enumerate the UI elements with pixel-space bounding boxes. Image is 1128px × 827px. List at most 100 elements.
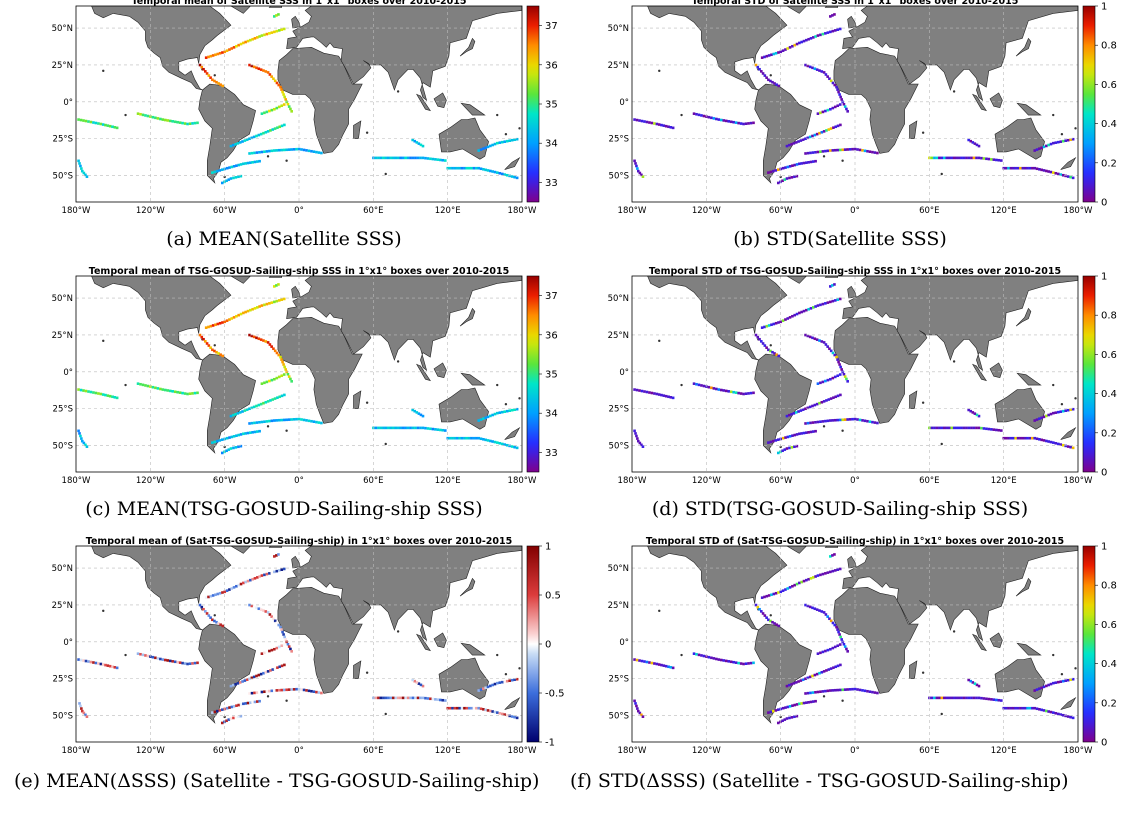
track-box bbox=[161, 388, 165, 391]
lat-tick-label: 50°S bbox=[609, 711, 629, 721]
track-box bbox=[168, 389, 172, 393]
track-box bbox=[257, 67, 261, 71]
track-box bbox=[505, 713, 509, 717]
track-box bbox=[139, 112, 142, 116]
track-box bbox=[1016, 436, 1020, 440]
track-box bbox=[660, 123, 663, 127]
track-box bbox=[833, 569, 837, 572]
lon-tick-label: 60°W bbox=[213, 746, 237, 756]
track-box bbox=[465, 706, 469, 710]
track-box bbox=[270, 615, 273, 618]
colorbar-tick-label: 0.8 bbox=[1101, 581, 1117, 592]
track-box bbox=[421, 414, 425, 418]
track-box bbox=[257, 133, 261, 137]
track-box bbox=[411, 138, 414, 142]
track-box bbox=[722, 389, 726, 392]
track-box bbox=[863, 419, 867, 423]
track-box bbox=[270, 345, 273, 348]
track-box bbox=[500, 410, 504, 414]
track-box bbox=[275, 351, 279, 355]
track-box bbox=[814, 429, 817, 433]
track-box bbox=[800, 580, 803, 584]
track-box bbox=[970, 426, 973, 430]
track-box bbox=[257, 673, 261, 677]
track-box bbox=[807, 577, 810, 581]
track-box bbox=[379, 696, 383, 700]
track-box bbox=[793, 703, 797, 707]
track-box bbox=[84, 713, 87, 717]
track-box bbox=[1011, 166, 1015, 170]
track-box bbox=[439, 428, 442, 432]
track-box bbox=[221, 354, 225, 358]
track-box bbox=[491, 710, 494, 713]
track-box bbox=[448, 436, 452, 440]
track-box bbox=[793, 313, 797, 317]
land-greenland bbox=[230, 276, 251, 284]
track-box bbox=[458, 166, 461, 170]
track-box bbox=[829, 570, 832, 574]
track-box bbox=[960, 696, 963, 700]
colorbar bbox=[1082, 545, 1096, 743]
track-box bbox=[717, 658, 721, 661]
caption-f: (f) STD(ΔSSS) (Satellite - TSG-GOSUD-Sai… bbox=[570, 770, 1069, 792]
track-box bbox=[508, 714, 512, 718]
island-dot bbox=[822, 155, 826, 158]
track-box bbox=[282, 688, 286, 692]
track-box bbox=[276, 666, 279, 669]
track-box bbox=[479, 437, 483, 441]
track-box bbox=[1069, 175, 1072, 179]
track-box bbox=[510, 445, 514, 448]
island-dot bbox=[124, 383, 127, 387]
track-box bbox=[837, 90, 840, 94]
track-box bbox=[467, 436, 471, 440]
track-box bbox=[851, 687, 854, 691]
track-box bbox=[1045, 684, 1048, 688]
track-box bbox=[186, 662, 189, 666]
track-box bbox=[374, 426, 378, 430]
track-box bbox=[845, 377, 848, 381]
track-box bbox=[836, 394, 840, 398]
track-box bbox=[239, 714, 243, 718]
track-box bbox=[237, 703, 241, 707]
track-box bbox=[237, 175, 240, 179]
track-box bbox=[806, 334, 810, 338]
track-box bbox=[826, 149, 830, 153]
land-japan bbox=[1015, 37, 1032, 57]
island-dot bbox=[124, 113, 127, 117]
track-box bbox=[136, 652, 140, 655]
track-box bbox=[863, 689, 867, 693]
track-box bbox=[779, 320, 783, 324]
land-sumatra bbox=[415, 363, 432, 382]
track-box bbox=[404, 426, 407, 430]
track-box bbox=[245, 138, 249, 141]
track-box bbox=[439, 698, 442, 702]
track-box bbox=[141, 653, 145, 657]
track-box bbox=[176, 390, 179, 394]
track-box bbox=[763, 614, 767, 617]
track-box bbox=[975, 156, 978, 160]
island-dot bbox=[658, 69, 661, 73]
track-box bbox=[411, 156, 415, 160]
track-box bbox=[846, 110, 849, 113]
island-dot bbox=[680, 383, 683, 387]
lon-tick-label: 60°W bbox=[769, 476, 793, 486]
track-box bbox=[829, 397, 833, 400]
track-box bbox=[876, 421, 879, 425]
track-box bbox=[200, 605, 204, 609]
track-box bbox=[786, 435, 790, 439]
track-box bbox=[379, 156, 383, 160]
track-box bbox=[667, 125, 670, 129]
track-box bbox=[265, 302, 269, 306]
track-box bbox=[258, 429, 261, 433]
track-box bbox=[200, 335, 204, 339]
track-box bbox=[843, 688, 847, 691]
track-box bbox=[246, 579, 250, 583]
track-box bbox=[807, 161, 810, 164]
lon-tick-label: 60°W bbox=[213, 206, 237, 216]
track-box bbox=[80, 709, 84, 713]
track-box bbox=[710, 656, 713, 660]
track-box bbox=[144, 384, 147, 387]
track-box bbox=[221, 321, 224, 324]
track-box bbox=[207, 344, 211, 347]
track-box bbox=[820, 130, 824, 134]
